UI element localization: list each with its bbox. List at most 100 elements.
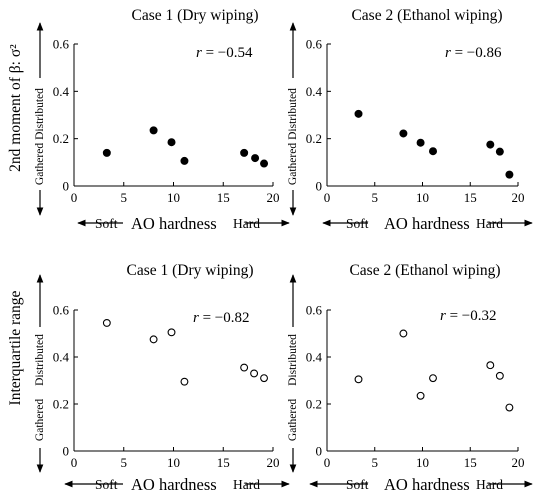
panel-bottom-right: Case 2 (Ethanol wiping) 0 0.2 0.4 0.6 0 5 10 15 2… — [306, 262, 525, 470]
y-tick-label: 0.6 — [306, 303, 323, 318]
distributed-label: Distributed — [287, 88, 299, 140]
y-tick-label: 0.2 — [53, 131, 69, 146]
y-side-annotation-top-left: Distributed Gathered — [34, 22, 46, 216]
x-annotation-bottom-right: Soft AO hardness Hard — [309, 475, 533, 494]
data-point — [250, 369, 259, 378]
data-point — [260, 374, 268, 383]
distributed-label: Distributed — [34, 88, 46, 140]
x-tick-label: 20 — [512, 455, 525, 470]
distributed-label: Distributed — [34, 334, 46, 386]
data-point — [260, 159, 269, 168]
gathered-label: Gathered — [287, 143, 299, 185]
y-tick-label: 0.6 — [306, 37, 323, 52]
gathered-label: Gathered — [34, 399, 46, 441]
soft-label: Soft — [346, 477, 369, 492]
soft-label: Soft — [95, 477, 118, 492]
data-point — [416, 391, 425, 400]
data-point — [495, 147, 504, 156]
x-tick-label: 5 — [121, 190, 128, 205]
x-tick-label: 10 — [167, 455, 180, 470]
data-point — [167, 328, 176, 337]
chart-title: Case 1 (Dry wiping) — [127, 262, 254, 279]
x-tick-label: 10 — [416, 455, 429, 470]
y-tick-label: 0 — [63, 179, 70, 194]
chart-title: Case 1 (Dry wiping) — [132, 7, 259, 24]
x-tick-label: 20 — [512, 190, 525, 205]
y-tick-label: 0 — [316, 179, 323, 194]
y-axis-label-top: 2nd moment of β: σ² — [7, 44, 24, 172]
data-point — [399, 329, 408, 338]
x-tick-label: 10 — [167, 190, 180, 205]
y-side-annotation-bottom-left: Distributed Gathered — [34, 274, 46, 473]
distributed-label: Distributed — [287, 334, 299, 386]
data-point — [429, 147, 438, 156]
x-tick-label: 0 — [71, 455, 78, 470]
y-tick-label: 0.4 — [306, 350, 323, 365]
data-point — [240, 363, 249, 372]
chart-title: Case 2 (Ethanol wiping) — [351, 7, 502, 24]
data-point — [495, 371, 504, 380]
soft-label: Soft — [95, 216, 118, 231]
data-point — [505, 403, 514, 412]
panel-top-right: Case 2 (Ethanol wiping) 0 0.2 0.4 0.6 0 5 10 15 2… — [306, 7, 525, 205]
x-tick-label: 15 — [217, 190, 230, 205]
data-point — [167, 138, 176, 147]
x-tick-label: 10 — [416, 190, 429, 205]
data-point — [505, 170, 514, 179]
data-point — [486, 140, 495, 149]
y-axis-label-bottom: Interquartile range — [7, 290, 24, 405]
gathered-label: Gathered — [34, 143, 46, 185]
gathered-label: Gathered — [287, 399, 299, 441]
x-tick-label: 0 — [324, 190, 331, 205]
data-point — [416, 138, 425, 147]
x-tick-label: 15 — [464, 455, 477, 470]
x-tick-label: 20 — [267, 455, 280, 470]
y-tick-label: 0.2 — [53, 397, 69, 412]
data-point — [354, 375, 363, 384]
y-tick-label: 0.4 — [306, 84, 323, 99]
data-point — [149, 126, 158, 135]
data-point — [486, 361, 495, 370]
x-tick-label: 0 — [324, 455, 331, 470]
correlation-label: r = −0.86 — [445, 45, 502, 61]
y-tick-label: 0.6 — [53, 37, 70, 52]
y-side-annotation-bottom-right: Distributed Gathered — [287, 274, 299, 473]
data-point — [354, 109, 363, 118]
data-point — [429, 374, 437, 383]
soft-label: Soft — [346, 216, 369, 231]
correlation-label: r = −0.32 — [440, 308, 497, 324]
x-annotation-top-right: Soft AO hardness Hard — [322, 214, 533, 233]
x-annotation-bottom-left: Soft AO hardness Hard — [64, 475, 290, 494]
x-annotation-top-left: Soft AO hardness Hard — [77, 214, 290, 233]
x-tick-label: 15 — [217, 455, 230, 470]
y-tick-label: 0 — [63, 444, 70, 459]
panel-bottom-left: Case 1 (Dry wiping) 0 0.2 0.4 0.6 0 5 10 15 20 r =… — [53, 262, 280, 470]
x-axis-label: AO hardness — [131, 475, 217, 494]
correlation-label: r = −0.82 — [193, 310, 250, 326]
y-tick-label: 0.4 — [53, 350, 70, 365]
y-tick-label: 0.4 — [53, 84, 70, 99]
x-axis-label: AO hardness — [384, 214, 470, 233]
y-tick-label: 0.6 — [53, 303, 70, 318]
chart-title: Case 2 (Ethanol wiping) — [349, 262, 500, 279]
y-side-annotation-top-right: Distributed Gathered — [287, 22, 299, 216]
x-tick-label: 5 — [121, 455, 128, 470]
y-tick-label: 0.2 — [306, 397, 322, 412]
correlation-label: r = −0.54 — [196, 45, 253, 61]
x-tick-label: 20 — [267, 190, 280, 205]
data-point — [149, 335, 158, 344]
data-point — [102, 148, 111, 157]
data-point — [251, 154, 260, 163]
x-axis-label: AO hardness — [384, 475, 470, 494]
x-axis-label: AO hardness — [131, 214, 217, 233]
x-tick-label: 0 — [71, 190, 78, 205]
data-point — [180, 377, 189, 386]
data-point — [399, 129, 408, 138]
data-point — [180, 156, 189, 165]
y-tick-label: 0 — [316, 444, 323, 459]
data-point — [240, 148, 249, 157]
x-tick-label: 15 — [464, 190, 477, 205]
panel-top-left: Case 1 (Dry wiping) 0 0.2 0.4 0.6 0 5 10 15 20 r =… — [53, 7, 280, 205]
y-tick-label: 0.2 — [306, 131, 322, 146]
